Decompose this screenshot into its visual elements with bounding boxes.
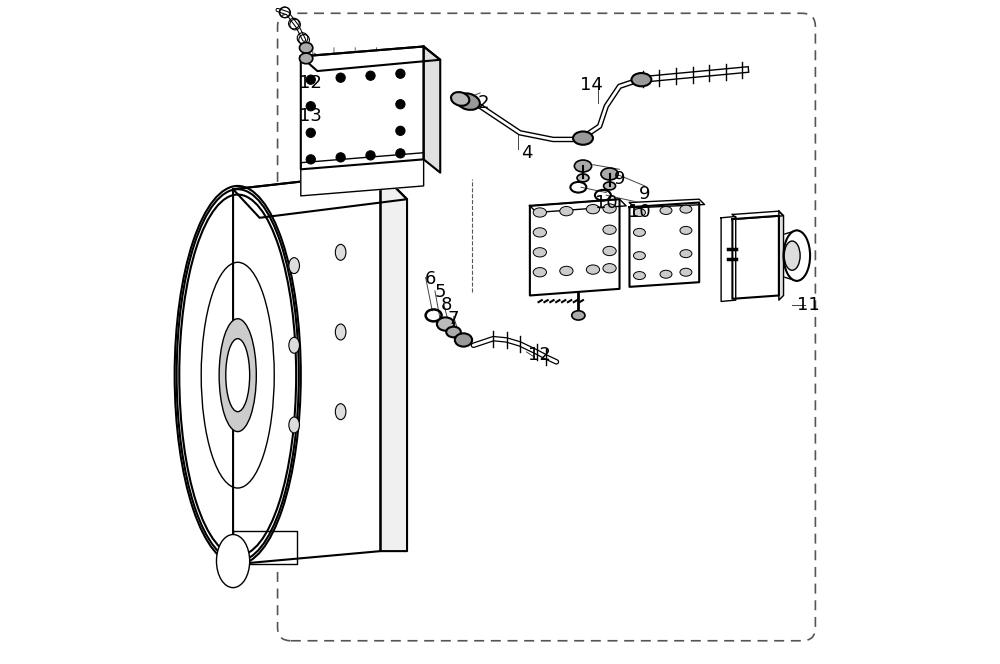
Polygon shape [233, 173, 380, 564]
Ellipse shape [226, 339, 250, 412]
Ellipse shape [299, 53, 313, 64]
Ellipse shape [601, 168, 618, 180]
Ellipse shape [680, 205, 692, 213]
Ellipse shape [603, 204, 616, 213]
Ellipse shape [289, 417, 299, 433]
Text: 12: 12 [528, 346, 551, 365]
Ellipse shape [335, 404, 346, 420]
Ellipse shape [577, 174, 589, 182]
Ellipse shape [437, 317, 454, 331]
Polygon shape [424, 46, 440, 173]
Polygon shape [301, 153, 424, 196]
Ellipse shape [574, 160, 592, 172]
Ellipse shape [631, 73, 651, 86]
Ellipse shape [680, 268, 692, 276]
Text: 5: 5 [434, 283, 446, 301]
Polygon shape [732, 211, 784, 219]
Ellipse shape [455, 333, 472, 347]
Circle shape [336, 73, 345, 82]
Polygon shape [301, 46, 440, 71]
Ellipse shape [446, 327, 461, 337]
Ellipse shape [633, 252, 645, 260]
Ellipse shape [573, 131, 593, 145]
Ellipse shape [456, 94, 480, 110]
Ellipse shape [604, 182, 616, 190]
Ellipse shape [784, 241, 800, 270]
Text: 9: 9 [639, 185, 651, 203]
Polygon shape [629, 199, 705, 208]
Ellipse shape [533, 248, 546, 257]
Ellipse shape [660, 270, 672, 278]
Text: 14: 14 [580, 76, 603, 94]
Ellipse shape [177, 189, 299, 561]
Circle shape [306, 75, 315, 84]
Circle shape [306, 155, 315, 164]
Circle shape [396, 126, 405, 135]
Ellipse shape [289, 258, 299, 274]
Polygon shape [233, 531, 297, 564]
Ellipse shape [560, 266, 573, 276]
Circle shape [306, 128, 315, 137]
Ellipse shape [572, 311, 585, 320]
Ellipse shape [219, 319, 256, 432]
Circle shape [366, 71, 375, 80]
Text: 11: 11 [797, 296, 820, 315]
Text: 9: 9 [614, 170, 625, 189]
Circle shape [306, 102, 315, 111]
Polygon shape [530, 199, 620, 295]
Text: 12: 12 [299, 74, 322, 92]
Polygon shape [779, 211, 784, 300]
Ellipse shape [533, 228, 546, 237]
Ellipse shape [633, 228, 645, 236]
Circle shape [396, 100, 405, 109]
Ellipse shape [633, 208, 645, 216]
Ellipse shape [299, 42, 313, 53]
Ellipse shape [603, 264, 616, 273]
Text: 4: 4 [521, 143, 532, 162]
Polygon shape [301, 46, 424, 169]
Text: 2: 2 [478, 94, 489, 112]
Ellipse shape [335, 324, 346, 340]
Text: 10: 10 [628, 203, 651, 222]
Polygon shape [721, 216, 736, 301]
Ellipse shape [451, 92, 469, 106]
Ellipse shape [603, 225, 616, 234]
Circle shape [336, 153, 345, 162]
Ellipse shape [216, 535, 250, 588]
Ellipse shape [533, 268, 546, 277]
Polygon shape [380, 173, 407, 551]
Polygon shape [629, 203, 699, 287]
Ellipse shape [560, 207, 573, 216]
Circle shape [396, 69, 405, 78]
Circle shape [396, 149, 405, 158]
Text: 7: 7 [448, 309, 459, 328]
Text: 8: 8 [441, 296, 453, 315]
Ellipse shape [784, 230, 810, 281]
Ellipse shape [660, 207, 672, 214]
Ellipse shape [586, 265, 600, 274]
Polygon shape [233, 173, 407, 218]
Ellipse shape [533, 208, 546, 217]
Polygon shape [530, 199, 626, 212]
Text: 10: 10 [595, 193, 618, 212]
Text: 13: 13 [299, 107, 322, 125]
Circle shape [366, 151, 375, 160]
Ellipse shape [633, 272, 645, 280]
Ellipse shape [603, 246, 616, 256]
Ellipse shape [680, 226, 692, 234]
Polygon shape [732, 216, 779, 299]
Ellipse shape [586, 205, 600, 214]
Ellipse shape [335, 244, 346, 260]
Text: 6: 6 [425, 270, 436, 288]
Ellipse shape [680, 250, 692, 258]
Ellipse shape [289, 337, 299, 353]
